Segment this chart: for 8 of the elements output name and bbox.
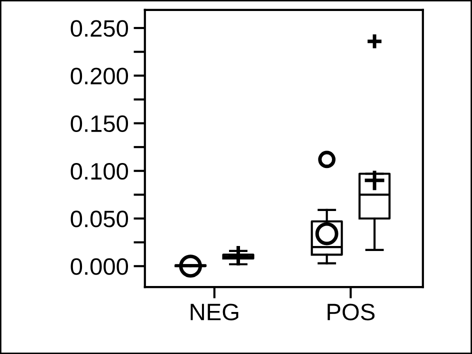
y-tick-label: 0.000 xyxy=(70,258,128,275)
x-tick-label: NEG xyxy=(190,304,238,320)
y-tick-label: 0.200 xyxy=(70,68,128,84)
y-tick-label: 0.150 xyxy=(70,115,128,132)
x-tick-label: POS xyxy=(328,304,375,320)
y-tick-label: 0.050 xyxy=(70,210,128,228)
y-tick-label: 0.250 xyxy=(70,20,128,37)
y-tick-label: 0.100 xyxy=(70,162,128,180)
